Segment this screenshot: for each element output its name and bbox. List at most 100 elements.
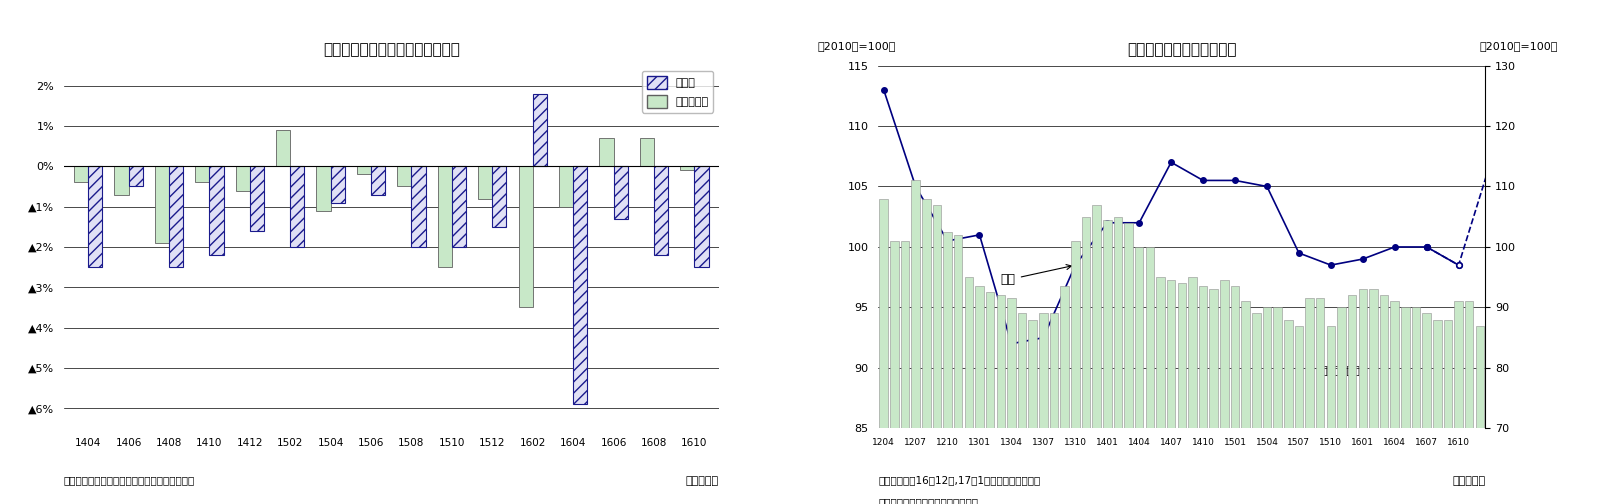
- Text: （資料）経済産業省「鉱工業指数」: （資料）経済産業省「鉱工業指数」: [878, 497, 979, 504]
- Bar: [1008, 298, 1016, 504]
- Bar: [1273, 307, 1282, 504]
- Bar: [195, 166, 209, 182]
- Title: 輸送機械の生産、在庫動向: 輸送機械の生産、在庫動向: [1127, 42, 1236, 57]
- Bar: [371, 166, 385, 195]
- Bar: [1337, 307, 1346, 504]
- Legend: 実現率, 予測修正率: 実現率, 予測修正率: [642, 71, 714, 112]
- Bar: [412, 166, 426, 247]
- Bar: [478, 166, 492, 199]
- Bar: [316, 166, 331, 211]
- Bar: [115, 166, 128, 195]
- Bar: [1380, 295, 1388, 504]
- Bar: [1252, 313, 1260, 504]
- Bar: [1348, 295, 1356, 504]
- Bar: [1423, 313, 1431, 504]
- Bar: [1305, 298, 1314, 504]
- Bar: [1124, 223, 1132, 504]
- Bar: [1135, 247, 1143, 504]
- Bar: [1464, 301, 1474, 504]
- Bar: [1028, 320, 1036, 504]
- Bar: [1209, 289, 1219, 504]
- Bar: [533, 94, 546, 166]
- Text: （注）生産の16年12月,17年1月は予測指数で延長: （注）生産の16年12月,17年1月は予測指数で延長: [878, 476, 1041, 485]
- Bar: [1156, 277, 1164, 504]
- Bar: [398, 166, 412, 186]
- Bar: [890, 241, 899, 504]
- Text: （2010年=100）: （2010年=100）: [1480, 41, 1559, 51]
- Bar: [291, 166, 305, 247]
- Bar: [880, 199, 888, 504]
- Bar: [901, 241, 909, 504]
- Text: （資料）経済産業省「製造工業生産予測指数」: （資料）経済産業省「製造工業生産予測指数」: [64, 476, 195, 485]
- Bar: [997, 295, 1005, 504]
- Bar: [519, 166, 533, 307]
- Bar: [613, 166, 628, 219]
- Text: （2010年=100）: （2010年=100）: [818, 41, 896, 51]
- Bar: [128, 166, 142, 186]
- Bar: [356, 166, 371, 174]
- Bar: [1284, 320, 1292, 504]
- Bar: [1412, 307, 1420, 504]
- Text: 生産: 生産: [1001, 265, 1072, 286]
- Bar: [944, 232, 952, 504]
- Bar: [985, 292, 995, 504]
- Bar: [1241, 301, 1250, 504]
- Bar: [155, 166, 169, 243]
- Bar: [1188, 277, 1196, 504]
- Bar: [640, 138, 655, 166]
- Bar: [1145, 247, 1155, 504]
- Bar: [1081, 217, 1091, 504]
- Text: 在庫（右目盛）: 在庫（右目盛）: [1321, 366, 1367, 376]
- Bar: [599, 138, 613, 166]
- Bar: [1369, 289, 1378, 504]
- Bar: [88, 166, 102, 267]
- Bar: [1444, 320, 1452, 504]
- Bar: [73, 166, 88, 182]
- Text: （年・月）: （年・月）: [1452, 476, 1485, 485]
- Bar: [1316, 298, 1324, 504]
- Bar: [655, 166, 668, 255]
- Bar: [331, 166, 345, 203]
- Bar: [1040, 313, 1048, 504]
- Bar: [1455, 301, 1463, 504]
- Bar: [1295, 326, 1303, 504]
- Bar: [1092, 205, 1100, 504]
- Bar: [695, 166, 709, 267]
- Bar: [236, 166, 249, 191]
- Bar: [559, 166, 573, 207]
- Bar: [1359, 289, 1367, 504]
- Bar: [169, 166, 184, 267]
- Bar: [1433, 320, 1442, 504]
- Bar: [1476, 326, 1484, 504]
- Bar: [1327, 326, 1335, 504]
- Bar: [1060, 286, 1068, 504]
- Bar: [1104, 220, 1112, 504]
- Bar: [249, 166, 264, 231]
- Bar: [953, 235, 963, 504]
- Bar: [976, 286, 984, 504]
- Bar: [1220, 280, 1228, 504]
- Bar: [1072, 241, 1080, 504]
- Bar: [1167, 280, 1175, 504]
- Bar: [965, 277, 973, 504]
- Bar: [1113, 217, 1123, 504]
- Bar: [1017, 313, 1027, 504]
- Bar: [492, 166, 506, 227]
- Bar: [921, 199, 931, 504]
- Bar: [1401, 307, 1410, 504]
- Bar: [452, 166, 466, 247]
- Bar: [1263, 307, 1271, 504]
- Bar: [573, 166, 588, 404]
- Bar: [912, 180, 920, 504]
- Bar: [1049, 313, 1059, 504]
- Title: 最近の実現率、予測修正率の推移: 最近の実現率、予測修正率の推移: [323, 42, 460, 57]
- Bar: [209, 166, 224, 255]
- Bar: [1231, 286, 1239, 504]
- Bar: [1391, 301, 1399, 504]
- Bar: [1177, 283, 1187, 504]
- Bar: [276, 130, 291, 166]
- Bar: [1199, 286, 1207, 504]
- Bar: [438, 166, 452, 267]
- Text: （年・月）: （年・月）: [685, 476, 719, 485]
- Bar: [680, 166, 695, 170]
